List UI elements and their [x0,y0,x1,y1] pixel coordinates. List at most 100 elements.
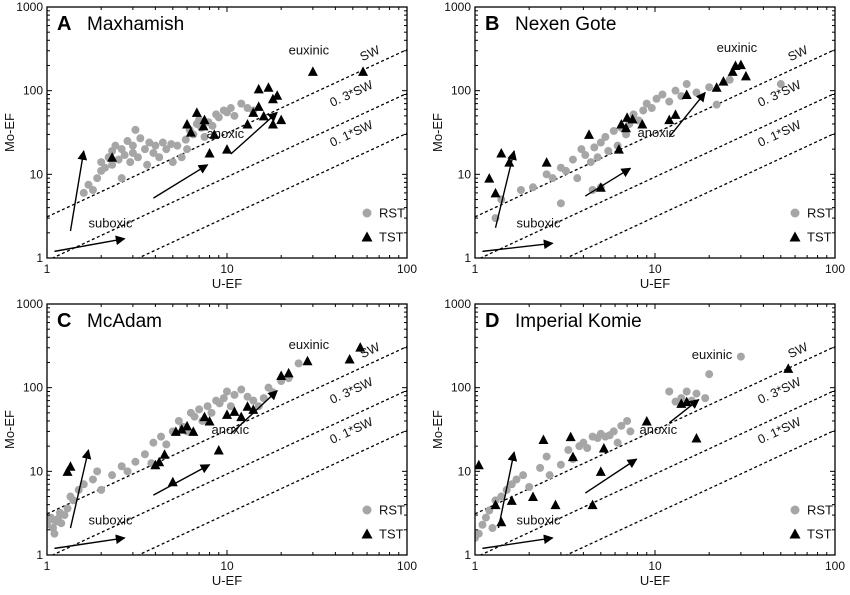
y-tick-label: 10 [458,167,472,181]
data-point-tst [229,406,240,416]
data-point-rst [162,145,171,154]
data-point-tst [567,451,578,462]
data-point-tst [355,342,366,352]
data-point-tst [253,83,264,94]
data-point-rst [705,370,714,379]
data-point-rst [111,141,120,150]
data-point-rst [586,158,595,167]
data-point-tst [484,173,495,183]
legend-label-tst: TST [807,527,832,542]
x-tick-label: 10 [220,559,234,573]
plot-area [475,345,835,555]
legend-label-tst: TST [379,527,404,542]
panel-title: McAdam [87,311,162,332]
data-point-tst [613,144,624,154]
data-point-rst [604,147,613,156]
data-point-tst [248,107,259,117]
data-point-tst [584,129,595,139]
legend-label-rst: RST [807,503,833,518]
chart-panel-c: SW 0. 3*SW 0. 1*SW euxinic anoxic suboxic 1 10 1… [2,297,417,588]
data-point-rst [230,390,239,399]
data-point-rst [665,387,674,396]
x-tick-label: 10 [648,559,662,573]
data-point-rst [692,88,701,97]
data-point-rst [149,148,158,157]
data-point-tst [565,431,576,442]
data-point-rst [677,394,686,403]
data-point-tst [253,101,264,111]
x-tick-label: 100 [397,262,417,276]
data-point-rst [173,141,182,150]
zone-label-anoxic: anoxic [639,422,677,437]
data-point-rst [151,141,160,150]
data-point-tst [718,76,729,86]
x-tick-label: 100 [825,262,845,276]
data-point-rst [60,511,69,520]
data-point-rst [542,452,551,461]
data-point-rst [157,432,166,441]
data-point-rst [208,121,217,130]
data-point-tst [490,187,501,198]
x-tick-label: 1 [472,559,479,573]
data-point-rst [712,100,721,109]
data-point-rst [590,143,599,152]
data-point-rst [671,397,680,406]
data-point-tst [199,411,210,422]
plot-area [47,48,407,258]
data-point-rst [475,533,479,542]
y-tick-label: 100 [451,84,471,98]
data-point-rst [145,138,154,147]
data-point-tst [538,434,549,445]
data-point-rst [195,405,204,414]
plot-area [47,342,407,555]
data-point-rst [162,440,171,449]
trend-arrow [494,150,517,228]
data-point-rst [725,75,734,84]
x-tick-label: 100 [397,559,417,573]
zone-label-suboxic: suboxic [88,216,133,231]
sw-line-0 [47,48,407,218]
data-point-rst [108,160,117,169]
legend-label-tst: TST [379,230,404,245]
y-tick-label: 1000 [444,0,471,14]
zone-label-euxinic: euxinic [289,337,330,352]
data-point-tst [267,118,278,129]
data-point-tst [358,66,369,76]
data-point-tst [209,129,220,139]
sw-line-1 [479,389,835,555]
data-point-rst [481,513,490,522]
data-point-rst [84,180,93,189]
data-point-tst [637,118,648,129]
x-tick-label: 100 [825,559,845,573]
sw-line-label: 0. 1*SW [328,118,376,150]
zone-label-suboxic: suboxic [516,216,561,231]
y-tick-label: 1 [36,548,43,562]
data-point-tst [670,109,681,119]
data-point-tst [222,409,232,419]
data-point-rst [497,492,506,501]
y-tick-label: 100 [451,381,471,395]
data-point-rst [88,185,97,194]
legend-marker-rst [790,208,800,218]
data-point-rst [123,467,132,476]
data-point-rst [528,183,537,192]
data-point-tst [504,157,515,167]
data-point-rst [117,145,126,154]
x-axis-label: U-EF [212,573,242,588]
sw-line-label: 0. 1*SW [756,415,804,447]
trend-arrow [153,464,211,496]
data-point-tst [204,147,215,158]
zone-label-euxinic: euxinic [289,43,330,58]
data-point-rst [609,126,618,135]
data-point-rst [682,80,691,89]
sw-line-label: SW [358,340,382,361]
data-point-rst [254,402,263,411]
data-point-rst [665,97,674,106]
data-point-rst [525,482,534,491]
y-tick-label: 100 [23,381,43,395]
data-point-tst [154,456,165,467]
data-point-rst [294,359,303,368]
data-point-rst [701,394,710,403]
data-point-rst [131,125,140,134]
trend-arrow [584,458,638,494]
